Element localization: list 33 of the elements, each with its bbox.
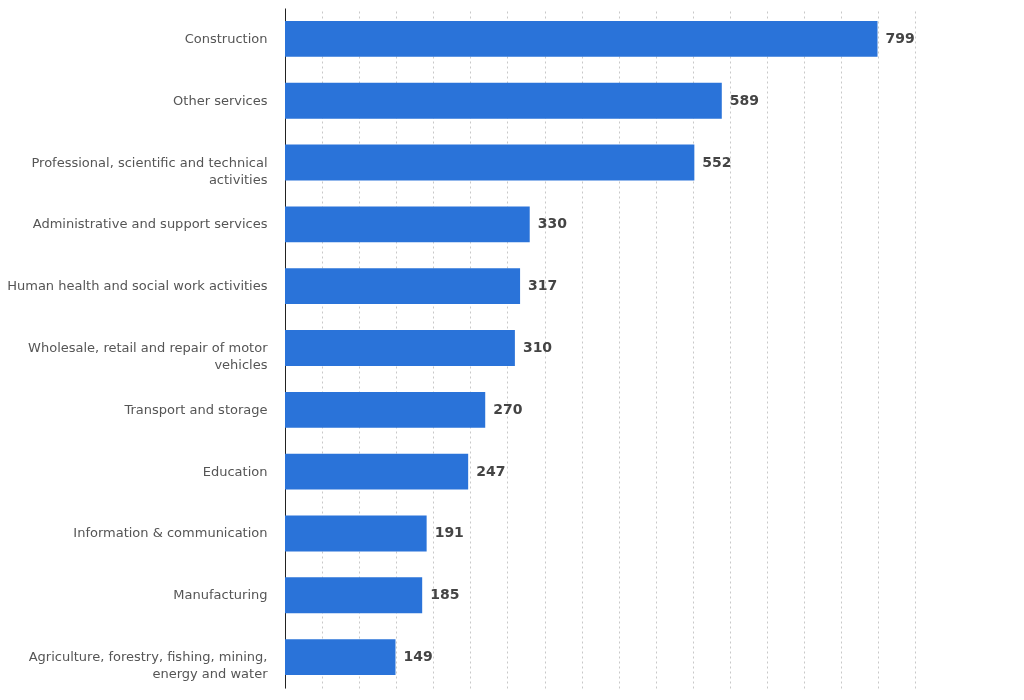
y-tick-label: Manufacturing — [173, 587, 268, 603]
bar — [285, 330, 515, 366]
y-tick-label: Information & communication — [73, 525, 268, 541]
bar — [285, 144, 695, 181]
data-label: 317 — [528, 277, 558, 294]
bar — [285, 577, 423, 614]
y-tick-label: Human health and social work activities — [7, 278, 268, 294]
data-label: 247 — [476, 462, 506, 479]
bar — [285, 20, 878, 57]
bar — [285, 515, 427, 552]
y-tick-label: Professional, scientific and technical activities — [31, 154, 268, 187]
y-tick-label: Agriculture, forestry, fishing, mining, energy and water — [28, 649, 269, 682]
bar — [285, 82, 722, 119]
data-label: 191 — [434, 524, 464, 541]
y-tick-label: Wholesale, retail and repair of motor vehicles — [28, 340, 269, 372]
y-tick-label: Other services — [173, 92, 268, 108]
y-tick-label: Administrative and support services — [32, 216, 268, 232]
y-tick-label: Transport and storage — [123, 401, 268, 417]
data-label: 330 — [537, 215, 568, 232]
data-label: 149 — [403, 648, 433, 665]
bar — [285, 391, 486, 428]
y-tick-label: Education — [202, 463, 268, 479]
data-label: 310 — [522, 339, 553, 355]
data-label: 270 — [493, 400, 523, 417]
data-label: 589 — [729, 91, 760, 108]
data-label: 552 — [702, 153, 732, 170]
data-label: 799 — [885, 29, 915, 46]
y-tick-label: Construction — [184, 30, 268, 46]
bar — [285, 639, 396, 676]
data-label: 185 — [430, 586, 460, 603]
bar — [285, 268, 521, 305]
bar — [285, 206, 530, 243]
bar — [285, 453, 469, 490]
